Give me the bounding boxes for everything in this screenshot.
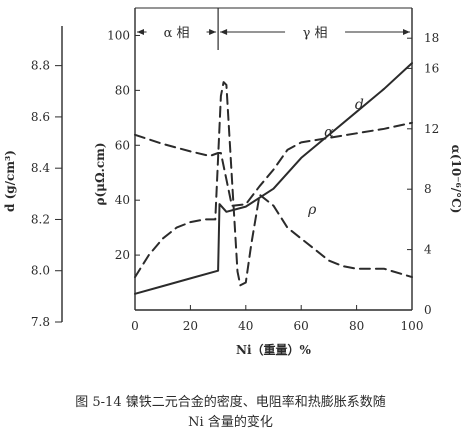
series-label-1: ρ	[307, 202, 317, 218]
expansion-tick-label: 12	[424, 122, 439, 136]
density-tick-label: 8.2	[31, 212, 50, 226]
caption-line-2: Ni 含量的变化	[188, 415, 273, 430]
tick-marks	[55, 34, 413, 323]
series-line-0	[134, 62, 413, 295]
x-tick-label: 60	[294, 319, 309, 333]
expansion-tick-label: 0	[424, 303, 432, 317]
density-tick-label: 8.8	[31, 59, 50, 73]
tick-labels: 0 20 40 60 80 100204060801000481216187.88.08.…	[31, 28, 439, 333]
x-axis-title: Ni（重量）%	[236, 342, 312, 357]
density-tick-label: 7.8	[31, 315, 50, 329]
resistivity-tick-label: 40	[115, 193, 130, 207]
expansion-tick-label: 8	[424, 182, 432, 196]
expansion-tick-label: 4	[424, 243, 432, 257]
caption-line-1: 图 5-14 镍铁二元合金的密度、电阻率和热膨胀系数随	[75, 395, 386, 410]
x-tick-label: 0	[131, 319, 139, 333]
phase-arrowhead	[403, 29, 410, 35]
phase-label-1: γ 相	[303, 26, 328, 41]
phase-label-0: α 相	[164, 26, 190, 41]
x-tick-label: 100	[401, 319, 424, 333]
resistivity-tick-label: 20	[115, 248, 130, 262]
density-tick-label: 8.6	[31, 110, 50, 124]
resistivity-tick-label: 60	[115, 138, 130, 152]
resistivity-tick-label: 100	[107, 28, 130, 42]
series-label-2: α	[324, 124, 334, 140]
density-axis-title: d (g/cm³)	[3, 150, 17, 212]
expansion-axis-title: α(10⁻⁶/°C)	[449, 145, 461, 214]
phase-arrowhead	[220, 29, 228, 35]
figure-caption: 图 5-14 镍铁二元合金的密度、电阻率和热膨胀系数随 Ni 含量的变化	[0, 393, 461, 433]
density-tick-label: 8.0	[31, 264, 50, 278]
resistivity-tick-label: 80	[115, 83, 130, 97]
x-tick-label: 40	[238, 319, 253, 333]
expansion-tick-label: 16	[424, 61, 439, 75]
expansion-tick-label: 18	[424, 31, 439, 45]
phase-arrowhead	[137, 29, 144, 35]
x-tick-label: 80	[349, 319, 364, 333]
series-label-0: d	[355, 97, 364, 113]
series-line-2	[134, 121, 413, 207]
axis-titles: d (g/cm³) ρ(μΩ.cm) α(10⁻⁶/°C) Ni（重量）%	[3, 143, 461, 357]
phase-arrowhead	[209, 29, 217, 35]
x-tick-label: 20	[183, 319, 198, 333]
series-lines: d ρ α	[134, 62, 413, 295]
density-tick-label: 8.4	[31, 161, 50, 175]
axes	[61, 7, 413, 322]
resistivity-axis-title: ρ(μΩ.cm)	[93, 143, 107, 206]
series-line-1	[134, 81, 413, 287]
